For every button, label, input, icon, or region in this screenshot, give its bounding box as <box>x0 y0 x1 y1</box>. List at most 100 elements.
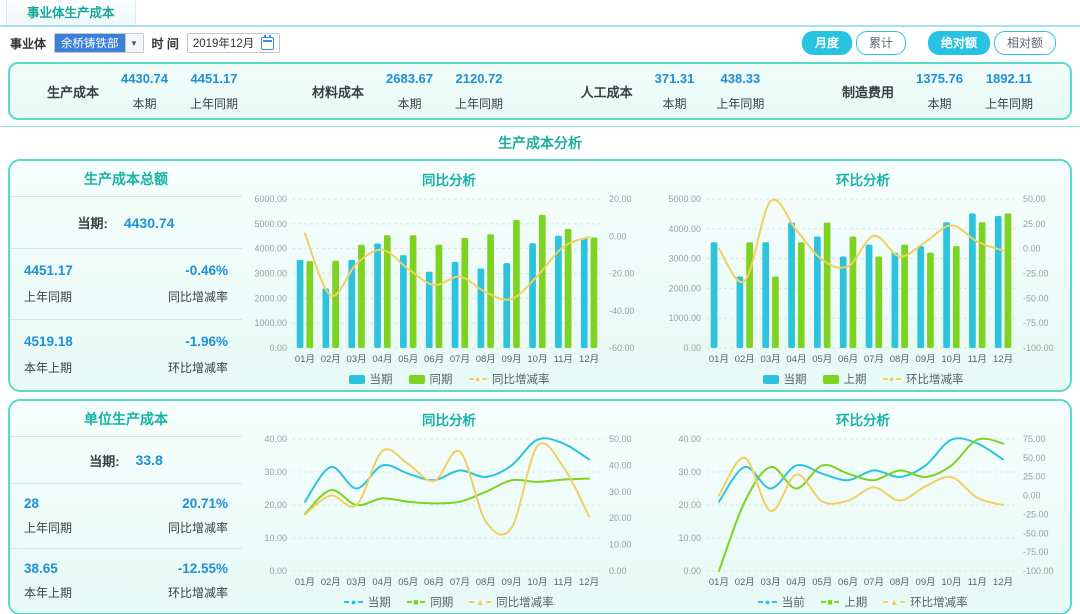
svg-text:0.00: 0.00 <box>269 343 287 353</box>
stat-yoy-row: 28 20.71% 上年同期 同比增减率 <box>10 484 242 550</box>
legend-line-marker: ■ <box>406 597 426 607</box>
legend-label: 当期 <box>783 374 807 386</box>
svg-text:0.00: 0.00 <box>269 566 287 576</box>
stat-current-row: 当期: 4430.74 <box>10 197 242 250</box>
legend-item-当前[interactable]: ● 当前 <box>758 594 805 610</box>
stats-unit-production-cost: 单位生产成本 当期: 33.8 28 20.71% 上年同期 同比增减率 38.… <box>10 401 242 613</box>
cumulative-button[interactable]: 累计 <box>855 31 906 55</box>
mom-rate: -1.96% <box>185 334 228 350</box>
svg-text:3000.00: 3000.00 <box>254 269 287 279</box>
svg-text:0.00: 0.00 <box>683 566 701 576</box>
svg-text:05月: 05月 <box>812 577 832 588</box>
total-yoy-bar-chart[interactable]: 0.00 1000.00 2000.00 3000.00 4000.00 5000.00 6… <box>242 189 656 368</box>
svg-text:12月: 12月 <box>993 577 1013 588</box>
tab-bar: 事业体生产成本 <box>0 0 1080 27</box>
svg-text:10月: 10月 <box>527 577 547 588</box>
svg-text:10.00: 10.00 <box>678 533 701 543</box>
legend-line-marker: ● <box>344 597 363 607</box>
chart-box-unit-mom: 环比分析 0.00 10.00 20.00 30.00 40.00 -100.00 -75.… <box>656 401 1070 613</box>
stat-mom-row: 4519.18 -1.96% 本年上期 环比增减率 <box>10 320 242 390</box>
summary-group-material-cost: 材料成本 2683.67 本期 2120.72 上年同期 <box>275 71 540 112</box>
legend-label: 上期 <box>843 374 867 386</box>
legend-line-marker: ● <box>758 597 777 607</box>
summary-prior-label: 上年同期 <box>716 96 765 111</box>
filter-row: 事业体 余桥铸铁部 ▼ 时 间 2019年12月 月度 累计 绝对额 相对额 <box>0 27 1080 57</box>
svg-text:-20.00: -20.00 <box>609 269 635 279</box>
legend-item-当期[interactable]: 当期 <box>762 371 807 387</box>
yoy-rate-label: 同比增减率 <box>167 290 228 305</box>
summary-name: 制造费用 <box>841 84 894 100</box>
summary-name: 人工成本 <box>580 84 633 100</box>
current-label: 当期: <box>89 453 120 469</box>
chart-area: 0.00 1000.00 2000.00 3000.00 4000.00 5000.00 6… <box>242 189 656 368</box>
svg-text:09月: 09月 <box>916 354 936 365</box>
summary-prior-value: 4451.17 <box>190 70 238 86</box>
svg-text:-100.00: -100.00 <box>1023 566 1054 576</box>
svg-text:0.00: 0.00 <box>1023 491 1041 501</box>
legend-item-同期[interactable]: 同期 <box>408 371 453 387</box>
legend-item-同期[interactable]: ■ 同期 <box>406 594 454 610</box>
legend-item-同比增减率[interactable]: ▲ 同比增减率 <box>469 594 554 610</box>
legend-item-当期[interactable]: ● 当期 <box>344 594 391 610</box>
calendar-icon[interactable] <box>261 34 275 50</box>
svg-text:-25.00: -25.00 <box>1023 509 1049 519</box>
chart-area: 0.00 10.00 20.00 30.00 40.00 -100.00 -75.00 -50… <box>656 429 1070 591</box>
svg-text:04月: 04月 <box>786 577 806 588</box>
chart-legend: 当期 同期 ● 同比增减率 <box>242 368 656 390</box>
chart-legend: ● 当期 ■ 同期 ▲ 同比增减率 <box>242 591 656 613</box>
legend-label: 上期 <box>844 597 868 609</box>
legend-label: 环比增减率 <box>905 374 964 386</box>
svg-text:0.00: 0.00 <box>1023 244 1041 254</box>
svg-text:20.00: 20.00 <box>609 194 632 204</box>
svg-text:11月: 11月 <box>968 577 987 588</box>
svg-text:05月: 05月 <box>398 354 418 365</box>
yoy-rate: 20.71% <box>182 496 228 512</box>
svg-text:-25.00: -25.00 <box>1023 269 1049 279</box>
chart-legend: 当期 上期 ● 环比增减率 <box>656 368 1070 390</box>
unit-mom-line-chart[interactable]: 0.00 10.00 20.00 30.00 40.00 -100.00 -75.00 -50… <box>656 429 1070 591</box>
date-input[interactable]: 2019年12月 <box>186 33 281 53</box>
legend-item-上期[interactable]: 上期 <box>822 371 867 387</box>
legend-item-当期[interactable]: 当期 <box>348 371 393 387</box>
svg-text:09月: 09月 <box>916 577 936 588</box>
legend-label: 环比增减率 <box>910 597 968 609</box>
total-mom-bar-chart[interactable]: 0.00 1000.00 2000.00 3000.00 4000.00 5000.00 -… <box>656 189 1070 368</box>
svg-text:08月: 08月 <box>476 577 496 588</box>
svg-text:09月: 09月 <box>502 354 522 365</box>
stats-title: 单位生产成本 <box>10 401 242 437</box>
mom-rate-label: 环比增减率 <box>167 361 228 376</box>
mom-rate-label: 环比增减率 <box>167 586 228 601</box>
mom-value: 4519.18 <box>24 334 73 350</box>
legend-item-环比增减率[interactable]: ● 环比增减率 <box>882 371 964 387</box>
current-value: 4430.74 <box>123 214 175 231</box>
svg-text:02月: 02月 <box>735 354 755 365</box>
svg-text:1000.00: 1000.00 <box>254 318 287 328</box>
summary-current-label: 本期 <box>397 96 422 111</box>
mom-value-label: 本年上期 <box>24 586 73 601</box>
mom-value: 38.65 <box>24 561 58 577</box>
legend-swatch <box>348 374 365 384</box>
stat-current-row: 当期: 33.8 <box>10 437 242 485</box>
svg-text:6000.00: 6000.00 <box>254 194 287 204</box>
svg-text:07月: 07月 <box>864 354 884 365</box>
summary-current-value: 1375.76 <box>916 70 963 86</box>
svg-text:07月: 07月 <box>450 577 470 588</box>
svg-text:40.00: 40.00 <box>264 434 287 444</box>
legend-item-环比增减率[interactable]: ▲ 环比增减率 <box>883 594 968 610</box>
legend-item-同比增减率[interactable]: ● 同比增减率 <box>468 371 549 387</box>
unit-yoy-line-chart[interactable]: 0.00 10.00 20.00 30.00 40.00 0.00 10.00 20.00 30… <box>242 429 656 591</box>
svg-text:50.00: 50.00 <box>1023 194 1046 204</box>
legend-label: 同期 <box>430 597 454 609</box>
tab-business-production-cost[interactable]: 事业体生产成本 <box>6 0 136 25</box>
svg-text:04月: 04月 <box>786 354 806 365</box>
relative-amount-button[interactable]: 相对额 <box>993 31 1056 55</box>
chevron-down-icon[interactable]: ▼ <box>124 34 143 52</box>
business-unit-label: 事业体 <box>10 36 47 51</box>
svg-text:0.00: 0.00 <box>609 231 627 241</box>
business-unit-select[interactable]: 余桥铸铁部 ▼ <box>54 33 144 53</box>
legend-label: 当前 <box>781 597 805 609</box>
monthly-button[interactable]: 月度 <box>801 31 852 55</box>
svg-text:06月: 06月 <box>838 577 858 588</box>
legend-item-上期[interactable]: ■ 上期 <box>820 594 868 610</box>
absolute-amount-button[interactable]: 绝对额 <box>927 31 990 55</box>
